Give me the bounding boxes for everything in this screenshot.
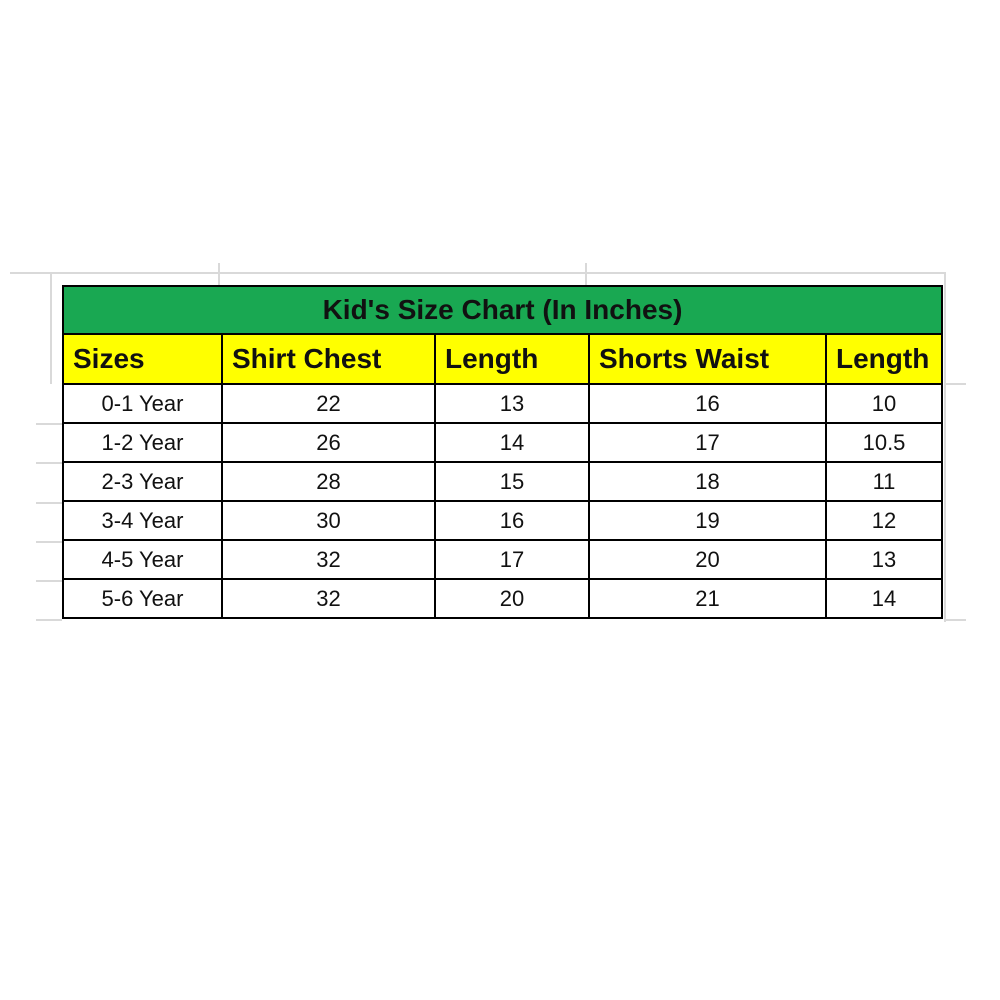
size-label: 5-6 Year: [62, 578, 223, 619]
size-label: 4-5 Year: [62, 539, 223, 580]
size-label: 0-1 Year: [62, 383, 223, 424]
size-label: 2-3 Year: [62, 461, 223, 502]
shorts-waist-value: 21: [588, 578, 827, 619]
column-header-shorts-length: Length: [824, 333, 944, 385]
shorts-waist-value: 17: [588, 422, 827, 463]
shorts-waist-value: 18: [588, 461, 827, 502]
sheet-gridline: [36, 423, 62, 425]
table-row: 2-3 Year 28 15 18 11: [62, 461, 944, 502]
column-header-sizes: Sizes: [62, 333, 223, 385]
shirt-length-value: 13: [434, 383, 590, 424]
sheet-gridline: [50, 272, 52, 384]
shirt-chest-value: 22: [221, 383, 436, 424]
sheet-gridline: [36, 541, 62, 543]
sheet-gridline: [36, 502, 62, 504]
shirt-chest-value: 30: [221, 500, 436, 541]
size-chart-table: Kid's Size Chart (In Inches) Sizes Shirt…: [61, 285, 944, 619]
shorts-length-value: 13: [824, 539, 944, 580]
shirt-length-value: 16: [434, 500, 590, 541]
column-header-shorts-waist: Shorts Waist: [588, 333, 827, 385]
shirt-length-value: 20: [434, 578, 590, 619]
sheet-gridline: [585, 263, 587, 285]
sheet-gridline: [218, 263, 220, 285]
shorts-length-value: 12: [824, 500, 944, 541]
sheet-gridline: [36, 580, 62, 582]
table-row: 5-6 Year 32 20 21 14: [62, 578, 944, 619]
size-label: 1-2 Year: [62, 422, 223, 463]
shirt-length-value: 14: [434, 422, 590, 463]
shirt-chest-value: 28: [221, 461, 436, 502]
table-row: 3-4 Year 30 16 19 12: [62, 500, 944, 541]
shorts-length-value: 14: [824, 578, 944, 619]
shirt-length-value: 17: [434, 539, 590, 580]
table-row: 4-5 Year 32 17 20 13: [62, 539, 944, 580]
table-title: Kid's Size Chart (In Inches): [61, 285, 944, 335]
shorts-length-value: 10: [824, 383, 944, 424]
shorts-length-value: 10.5: [824, 422, 944, 463]
shorts-waist-value: 19: [588, 500, 827, 541]
sheet-gridline: [10, 272, 946, 274]
shorts-waist-value: 20: [588, 539, 827, 580]
sheet-gridline: [36, 619, 62, 621]
shirt-chest-value: 26: [221, 422, 436, 463]
sheet-gridline: [944, 272, 946, 622]
sheet-gridline: [36, 462, 62, 464]
column-header-shirt-length: Length: [434, 333, 590, 385]
sheet-gridline: [944, 383, 966, 385]
table-header-row: Sizes Shirt Chest Length Shorts Waist Le…: [62, 333, 944, 385]
shorts-waist-value: 16: [588, 383, 827, 424]
table-row: 1-2 Year 26 14 17 10.5: [62, 422, 944, 463]
shirt-chest-value: 32: [221, 539, 436, 580]
size-label: 3-4 Year: [62, 500, 223, 541]
table-row: 0-1 Year 22 13 16 10: [62, 383, 944, 424]
table-title-row: Kid's Size Chart (In Inches): [61, 285, 944, 335]
shirt-chest-value: 32: [221, 578, 436, 619]
sheet-gridline: [944, 619, 966, 621]
shirt-length-value: 15: [434, 461, 590, 502]
column-header-shirt-chest: Shirt Chest: [221, 333, 436, 385]
shorts-length-value: 11: [824, 461, 944, 502]
